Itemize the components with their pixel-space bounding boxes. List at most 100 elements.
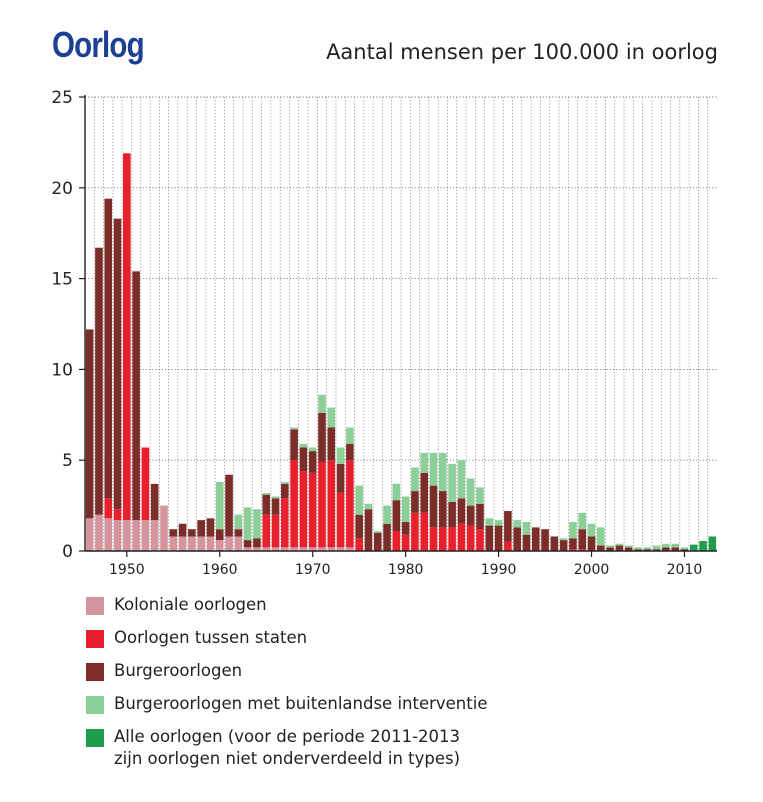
chart-title: Aantal mensen per 100.000 in oorlog — [326, 40, 718, 64]
bar-civil-1989 — [485, 525, 494, 551]
bar-internationalized-1963 — [243, 507, 252, 541]
bar-internationalized-1968 — [290, 427, 298, 430]
bar-colonial-1958 — [197, 536, 205, 551]
bar-civil-2005 — [634, 549, 642, 551]
bar-colonial-1946 — [85, 518, 94, 551]
bar-internationalized-1982 — [420, 452, 429, 473]
bar-interstate-1965 — [262, 514, 271, 548]
bar-interstate-1979 — [392, 531, 401, 551]
bar-internationalized-1987 — [466, 478, 475, 506]
bar-civil-2002 — [606, 547, 614, 551]
bar-civil-1994 — [531, 527, 540, 551]
brand-title: Oorlog — [52, 24, 145, 65]
bar-civil-1987 — [466, 505, 475, 526]
bar-civil-1963 — [243, 540, 252, 548]
bar-interstate-1999 — [578, 549, 587, 551]
bar-interstate-1987 — [466, 525, 475, 551]
y-tick-label: 0 — [62, 542, 73, 562]
bar-civil-1974 — [346, 443, 354, 461]
bar-colonial-1966 — [271, 547, 280, 551]
x-tick-label: 2000 — [574, 562, 610, 578]
bar-civil-1973 — [336, 463, 345, 493]
bar-internationalized-1999 — [578, 512, 587, 530]
bar-colonial-1955 — [169, 536, 178, 551]
bar-interstate-1982 — [420, 512, 429, 551]
x-tick-label: 1970 — [295, 562, 331, 578]
bar-colonial-1960 — [215, 540, 224, 551]
legend-label-internationalized: Burgeroorlogen met buitenlandse interven… — [114, 694, 488, 713]
x-tick-label: 1990 — [481, 562, 517, 578]
bar-internationalized-1986 — [457, 460, 466, 499]
bar-interstate-1950 — [123, 153, 131, 521]
bar-civil-1962 — [234, 529, 243, 537]
y-tick-label: 5 — [62, 451, 73, 471]
bar-internationalized-1988 — [476, 487, 484, 504]
bar-civil-1985 — [448, 501, 456, 528]
bar-colonial-1952 — [141, 520, 150, 551]
bar-civil-1959 — [206, 518, 215, 537]
bar-colonial-1972 — [327, 547, 336, 551]
bar-colonial-1971 — [318, 547, 326, 551]
bar-civil-1968 — [290, 429, 298, 461]
bar-internationalized-1998 — [569, 521, 577, 539]
bar-colonial-1974 — [346, 547, 354, 551]
x-tick-label: 2010 — [667, 562, 703, 578]
bar-internationalized-1964 — [253, 509, 261, 539]
bar-interstate-1972 — [327, 460, 336, 548]
bar-civil-1947 — [95, 247, 103, 515]
bar-internationalized-1965 — [262, 492, 271, 495]
legend-swatch-interstate — [86, 630, 104, 648]
bar-internationalized-1972 — [327, 407, 336, 428]
bar-internationalized-1960 — [215, 481, 224, 530]
bar-colonial-1947 — [95, 514, 103, 551]
bar-civil-1961 — [225, 474, 233, 537]
bar-colonial-1948 — [104, 518, 113, 551]
bar-internationalized-2004 — [624, 545, 633, 548]
bar-interstate-1973 — [336, 492, 345, 548]
bar-colonial-1953 — [150, 520, 159, 551]
bar-internationalized-2000 — [587, 523, 596, 537]
bar-civil-2007 — [652, 549, 661, 551]
bar-internationalized-2008 — [662, 543, 670, 548]
bar-civil-2009 — [671, 547, 679, 551]
bar-colonial-1967 — [281, 547, 289, 551]
bar-colonial-1949 — [113, 520, 122, 551]
bar-interstate-1975 — [355, 538, 363, 551]
bar-all-2011 — [689, 544, 698, 551]
legend-swatch-colonial — [86, 597, 104, 615]
bar-internationalized-1966 — [271, 496, 280, 499]
bar-civil-1981 — [411, 491, 419, 513]
bar-interstate-1991 — [504, 541, 512, 551]
bar-civil-1948 — [104, 198, 113, 499]
bar-interstate-1998 — [569, 549, 577, 551]
bar-colonial-1962 — [234, 536, 243, 551]
bar-internationalized-1985 — [448, 463, 456, 502]
bar-interstate-1981 — [411, 512, 419, 551]
bar-interstate-1949 — [113, 509, 122, 521]
bar-civil-2000 — [587, 536, 596, 551]
bar-interstate-1966 — [271, 514, 280, 548]
bar-internationalized-2005 — [634, 547, 642, 550]
bar-civil-1949 — [113, 218, 122, 510]
bar-civil-1983 — [429, 485, 438, 528]
y-tick-label: 25 — [51, 88, 73, 108]
bar-interstate-1971 — [318, 462, 326, 548]
bar-civil-2010 — [680, 549, 689, 551]
bar-internationalized-1981 — [411, 467, 419, 492]
bar-interstate-1985 — [448, 527, 456, 551]
bar-internationalized-1980 — [401, 496, 410, 522]
bar-civil-1980 — [401, 521, 410, 535]
bar-civil-1971 — [318, 412, 326, 463]
bar-colonial-1970 — [308, 547, 317, 551]
y-tick-label: 10 — [51, 360, 73, 380]
y-tick-label: 15 — [51, 270, 73, 290]
bar-colonial-1951 — [132, 520, 140, 551]
bar-interstate-1969 — [299, 471, 308, 548]
bar-civil-1997 — [559, 540, 568, 551]
bar-civil-1965 — [262, 494, 271, 515]
bar-colonial-1959 — [206, 536, 215, 551]
bar-interstate-1948 — [104, 498, 113, 519]
bar-internationalized-2002 — [606, 545, 614, 548]
bar-civil-1953 — [150, 483, 159, 521]
bar-internationalized-1989 — [485, 518, 494, 526]
